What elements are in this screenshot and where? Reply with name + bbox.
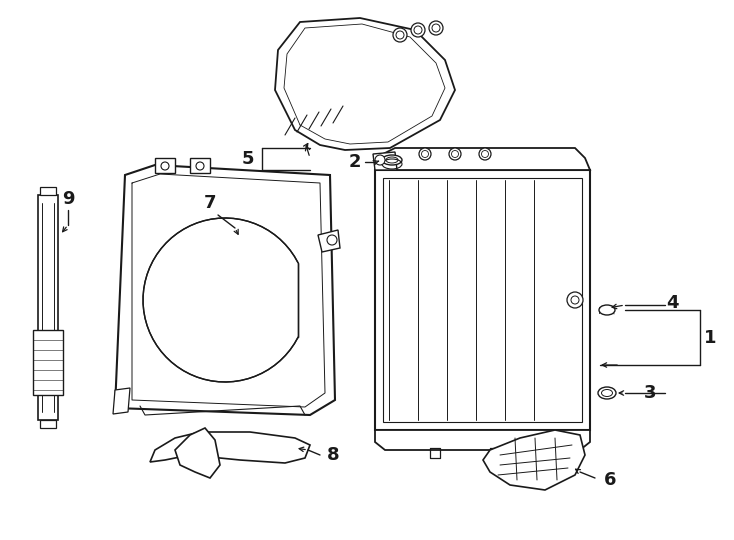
Polygon shape [375, 148, 590, 170]
Polygon shape [143, 218, 307, 382]
Polygon shape [38, 195, 58, 420]
Circle shape [161, 162, 169, 170]
Polygon shape [190, 158, 210, 173]
Circle shape [375, 155, 385, 165]
Polygon shape [155, 158, 175, 173]
Polygon shape [33, 330, 63, 395]
Circle shape [429, 21, 443, 35]
Polygon shape [115, 165, 335, 415]
Text: 9: 9 [62, 190, 74, 208]
Polygon shape [175, 428, 220, 478]
Polygon shape [375, 430, 590, 450]
Ellipse shape [382, 155, 402, 165]
Circle shape [479, 148, 491, 160]
Circle shape [567, 292, 583, 308]
Circle shape [327, 235, 337, 245]
Text: 2: 2 [349, 153, 361, 171]
Circle shape [411, 23, 425, 37]
Polygon shape [483, 430, 585, 490]
Text: 6: 6 [604, 471, 617, 489]
Ellipse shape [598, 387, 616, 399]
Polygon shape [113, 388, 130, 414]
Polygon shape [383, 178, 582, 422]
Circle shape [196, 162, 204, 170]
Circle shape [393, 28, 407, 42]
Circle shape [449, 148, 461, 160]
Polygon shape [375, 170, 590, 430]
Text: 1: 1 [704, 329, 716, 347]
Polygon shape [275, 18, 455, 150]
Circle shape [419, 148, 431, 160]
Polygon shape [40, 187, 56, 195]
Ellipse shape [599, 305, 615, 315]
Polygon shape [40, 420, 56, 428]
Text: 7: 7 [204, 194, 217, 212]
Text: 5: 5 [241, 150, 254, 168]
Text: 8: 8 [327, 446, 339, 464]
Text: 4: 4 [666, 294, 678, 312]
Polygon shape [318, 230, 340, 252]
Polygon shape [373, 152, 397, 170]
Polygon shape [150, 432, 310, 463]
Text: 3: 3 [644, 384, 656, 402]
